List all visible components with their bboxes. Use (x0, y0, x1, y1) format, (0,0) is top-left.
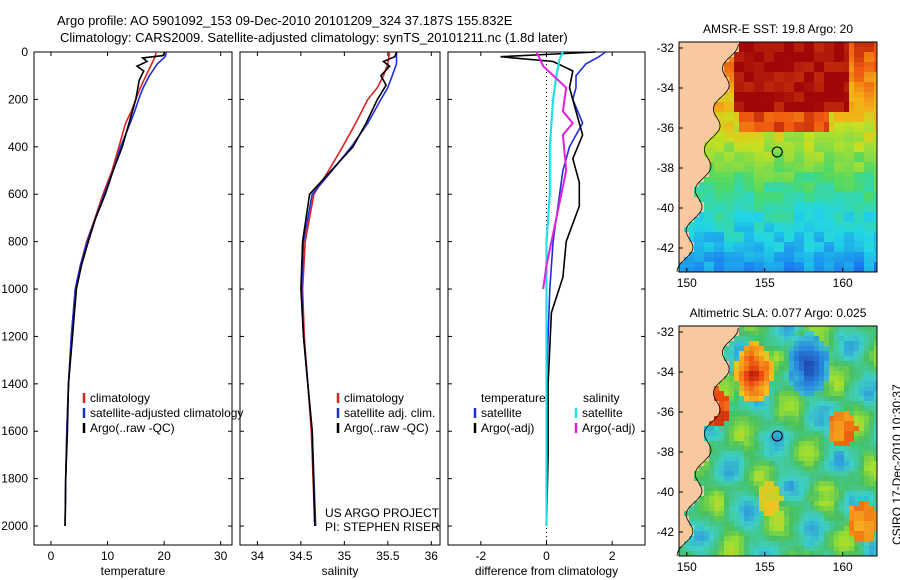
salinity-xtick-label: 35 (338, 549, 352, 563)
sst-map-title: AMSR-E SST: 19.8 Argo: 20 (703, 22, 853, 36)
temperature-xtick-label: 10 (101, 549, 115, 563)
sst-ytick-label: -34 (657, 81, 675, 95)
sla-xtick-label: 150 (677, 560, 697, 574)
difference-legend-temp-argo-label: Argo(-adj) (481, 421, 534, 435)
sla-map-frame (678, 325, 878, 557)
difference-legend-sal-argo-label: Argo(-adj) (582, 421, 635, 435)
depth-tick-label: 1600 (1, 424, 28, 438)
sla-ytick-label: -42 (657, 525, 675, 539)
sst-coastline (676, 43, 739, 272)
sst-argo-marker (771, 146, 783, 158)
temperature-xtick-label: 20 (157, 549, 171, 563)
sla-map-title: Altimetric SLA: 0.077 Argo: 0.025 (690, 306, 867, 320)
temperature-legend-1-label: satellite-adjusted climatology (90, 406, 243, 420)
salinity-axes-box (239, 51, 441, 546)
depth-tick-label: 1400 (1, 377, 28, 391)
sst-map-frame (678, 41, 878, 273)
salinity-series-line-2 (300, 51, 398, 527)
sla-ytick-label: -40 (657, 485, 675, 499)
temperature-legend-2-label: Argo(..raw -QC) (90, 421, 175, 435)
sla-xtick-label: 155 (755, 560, 775, 574)
salinity-xtick-label: 34 (251, 549, 265, 563)
depth-tick-label: 2000 (1, 519, 28, 533)
temperature-axes-box (33, 51, 233, 546)
sla-ytick-label: -36 (657, 405, 675, 419)
difference-xtick-label: 0 (543, 549, 550, 563)
depth-tick-label: 1800 (1, 472, 28, 486)
temperature-xlabel: temperature (101, 564, 166, 578)
side-timestamp: CSIRO 17-Dec-2010 10:30:37 (890, 384, 900, 545)
depth-tick-label: 1200 (1, 329, 28, 343)
difference-legend-temp-satellite-label: satellite (481, 406, 522, 420)
difference-legend-title-temperature: temperature (481, 391, 546, 405)
depth-tick-label: 200 (8, 92, 28, 106)
salinity-xtick-label: 35.5 (376, 549, 400, 563)
depth-tick-label: 1000 (1, 282, 28, 296)
depth-tick-label: 800 (8, 235, 28, 249)
temperature-legend-0-label: climatology (90, 391, 150, 405)
sst-ytick-label: -38 (657, 161, 675, 175)
sla-xtick-label: 160 (833, 560, 853, 574)
sla-ytick-label: -32 (657, 325, 675, 339)
project-annotation-0: US ARGO PROJECT (325, 506, 440, 520)
salinity-xtick-label: 34.5 (289, 549, 313, 563)
temperature-xtick-label: 0 (48, 549, 55, 563)
salinity-legend-1-label: satellite adj. clim. (344, 406, 435, 420)
sst-xtick-label: 150 (677, 276, 697, 290)
figure-title: Argo profile: AO 5901092_153 09-Dec-2010… (57, 13, 513, 28)
salinity-xtick-label: 36 (425, 549, 439, 563)
project-annotation-1: PI: STEPHEN RISER (325, 520, 440, 534)
sst-xtick-label: 155 (755, 276, 775, 290)
difference-series-line-3 (535, 51, 575, 290)
difference-legend-title-salinity: salinity (583, 391, 620, 405)
sst-xtick-label: 160 (833, 276, 853, 290)
salinity-legend-0-label: climatology (344, 391, 404, 405)
sst-ytick-label: -32 (657, 41, 675, 55)
temperature-xtick-label: 30 (214, 549, 228, 563)
sst-field (679, 42, 877, 272)
sla-argo-marker (771, 430, 783, 442)
difference-xlabel: difference from climatology (475, 564, 618, 578)
salinity-legend-2-label: Argo(..raw -QC) (344, 421, 429, 435)
sst-ytick-label: -40 (657, 201, 675, 215)
sla-ytick-label: -38 (657, 445, 675, 459)
sst-ytick-label: -36 (657, 121, 675, 135)
depth-tick-label: 600 (8, 187, 28, 201)
depth-tick-label: 0 (21, 45, 28, 59)
sst-ytick-label: -42 (657, 241, 675, 255)
difference-xtick-label: 2 (609, 549, 616, 563)
difference-legend-sal-satellite-label: satellite (582, 406, 623, 420)
figure-subtitle: Climatology: CARS2009. Satellite-adjuste… (60, 30, 568, 45)
difference-series-line-1 (500, 51, 596, 527)
temperature-series-line-2 (64, 51, 166, 527)
sla-ytick-label: -34 (657, 365, 675, 379)
difference-series-line-2 (545, 51, 564, 526)
depth-tick-label: 400 (8, 140, 28, 154)
sla-coastline (676, 327, 739, 556)
difference-xtick-label: -2 (475, 549, 486, 563)
salinity-xlabel: salinity (322, 564, 359, 578)
